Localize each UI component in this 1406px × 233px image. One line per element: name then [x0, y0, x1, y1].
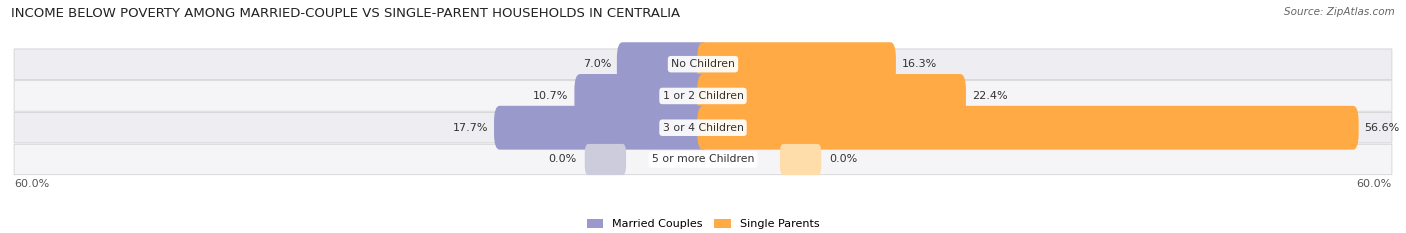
FancyBboxPatch shape	[575, 74, 709, 118]
Text: 3 or 4 Children: 3 or 4 Children	[662, 123, 744, 133]
Text: 17.7%: 17.7%	[453, 123, 488, 133]
Legend: Married Couples, Single Parents: Married Couples, Single Parents	[586, 219, 820, 229]
FancyBboxPatch shape	[14, 49, 1392, 79]
FancyBboxPatch shape	[494, 106, 709, 150]
Text: 1 or 2 Children: 1 or 2 Children	[662, 91, 744, 101]
FancyBboxPatch shape	[697, 106, 1358, 150]
Text: 10.7%: 10.7%	[533, 91, 568, 101]
Text: 16.3%: 16.3%	[901, 59, 936, 69]
Text: 60.0%: 60.0%	[14, 179, 49, 189]
FancyBboxPatch shape	[585, 144, 626, 175]
Text: No Children: No Children	[671, 59, 735, 69]
Text: Source: ZipAtlas.com: Source: ZipAtlas.com	[1284, 7, 1395, 17]
Text: 0.0%: 0.0%	[830, 154, 858, 164]
FancyBboxPatch shape	[697, 74, 966, 118]
Text: 60.0%: 60.0%	[1357, 179, 1392, 189]
FancyBboxPatch shape	[617, 42, 709, 86]
Text: 0.0%: 0.0%	[548, 154, 576, 164]
FancyBboxPatch shape	[697, 42, 896, 86]
Text: 56.6%: 56.6%	[1364, 123, 1399, 133]
Text: 22.4%: 22.4%	[972, 91, 1007, 101]
FancyBboxPatch shape	[14, 144, 1392, 175]
FancyBboxPatch shape	[14, 113, 1392, 143]
FancyBboxPatch shape	[14, 81, 1392, 111]
Text: INCOME BELOW POVERTY AMONG MARRIED-COUPLE VS SINGLE-PARENT HOUSEHOLDS IN CENTRAL: INCOME BELOW POVERTY AMONG MARRIED-COUPL…	[11, 7, 681, 20]
FancyBboxPatch shape	[780, 144, 821, 175]
Text: 7.0%: 7.0%	[582, 59, 612, 69]
Text: 5 or more Children: 5 or more Children	[652, 154, 754, 164]
